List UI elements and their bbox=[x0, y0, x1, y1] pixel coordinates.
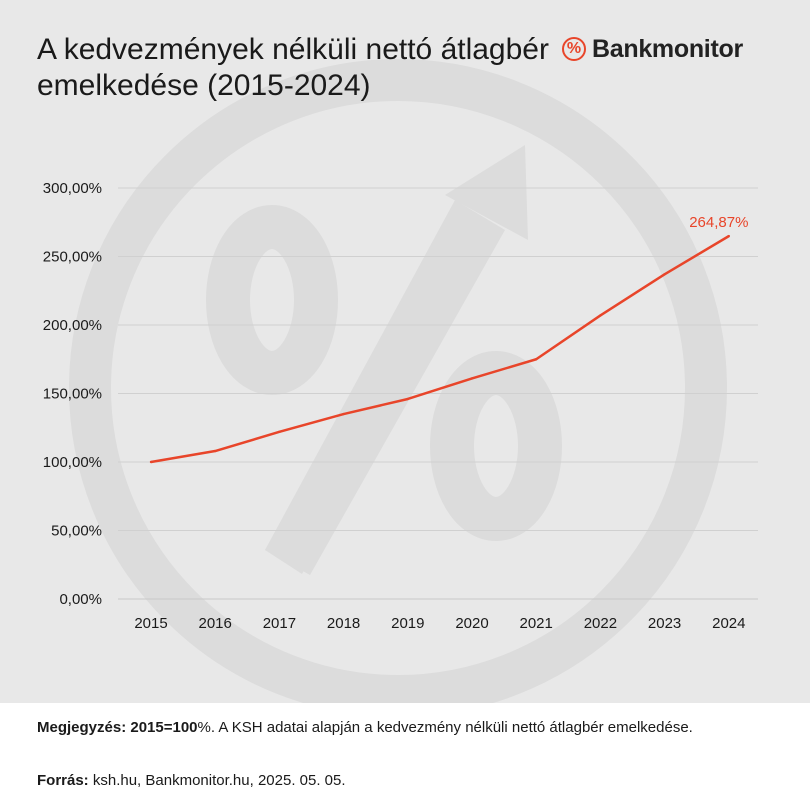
y-tick-label: 150,00% bbox=[43, 386, 102, 403]
note-label: Megjegyzés: 2015=100 bbox=[37, 719, 198, 736]
data-point bbox=[342, 412, 345, 416]
x-tick-label: 2018 bbox=[327, 615, 360, 632]
x-tick-label: 2017 bbox=[263, 615, 296, 632]
y-tick-label: 50,00% bbox=[51, 523, 102, 540]
data-point bbox=[663, 273, 666, 276]
data-label: 264,87% bbox=[689, 214, 748, 231]
chart-note: Megjegyzés: 2015=100%. A KSH adatai alap… bbox=[37, 718, 777, 737]
source-label: Forrás: bbox=[37, 772, 89, 789]
chart-panel: A kedvezmények nélküli nettó átlagbér em… bbox=[0, 0, 810, 703]
series-line bbox=[150, 235, 730, 464]
x-tick-label: 2015 bbox=[134, 615, 167, 632]
x-tick-label: 2019 bbox=[391, 615, 424, 632]
data-point bbox=[599, 314, 602, 317]
source-text: ksh.hu, Bankmonitor.hu, 2025. 05. 05. bbox=[88, 772, 346, 789]
watermark-percent-icon bbox=[69, 59, 727, 703]
x-tick-label: 2020 bbox=[455, 615, 488, 632]
y-tick-label: 100,00% bbox=[43, 454, 102, 471]
x-tick-label: 2023 bbox=[648, 615, 681, 632]
x-tick-label: 2021 bbox=[520, 615, 553, 632]
data-point bbox=[278, 430, 281, 434]
page-title: A kedvezmények nélküli nettó átlagbér em… bbox=[37, 33, 549, 102]
y-tick-label: 0,00% bbox=[59, 591, 102, 608]
data-point bbox=[727, 234, 730, 238]
percent-logo-icon: % bbox=[562, 37, 586, 61]
note-text: %. A KSH adatai alapján a kedvezmény nél… bbox=[197, 719, 693, 736]
brand-name: Bankmonitor bbox=[592, 34, 743, 63]
chart-source: Forrás: ksh.hu, Bankmonitor.hu, 2025. 05… bbox=[37, 772, 346, 789]
y-tick-label: 300,00% bbox=[43, 180, 102, 197]
data-point bbox=[406, 397, 409, 401]
x-tick-label: 2016 bbox=[199, 615, 232, 632]
x-tick-label: 2022 bbox=[584, 615, 617, 632]
x-tick-label: 2024 bbox=[712, 615, 745, 632]
data-point bbox=[214, 449, 217, 453]
line-chart: 0,00% 50,00% 100,00% 150,00% 200,00% 250,00% 3… bbox=[43, 180, 758, 632]
y-tick-label: 250,00% bbox=[43, 249, 102, 266]
data-point bbox=[149, 460, 153, 464]
y-tick-label: 200,00% bbox=[43, 317, 102, 334]
brand-logo: % Bankmonitor bbox=[562, 33, 743, 65]
data-point bbox=[470, 377, 474, 380]
data-point bbox=[535, 358, 538, 361]
